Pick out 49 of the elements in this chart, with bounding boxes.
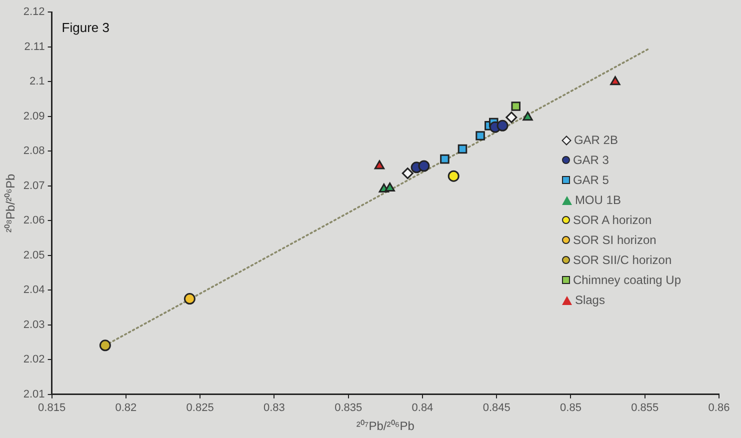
y-tick-label: 2.02 — [23, 354, 45, 366]
y-tick-label: 2.11 — [24, 40, 45, 53]
point — [418, 160, 430, 172]
point — [440, 154, 450, 164]
y-tick-label: 2.09 — [23, 110, 45, 122]
point — [511, 102, 521, 111]
legend-label: SOR SI horizon — [572, 232, 656, 249]
x-tick-label: 0.83 — [263, 402, 285, 414]
legend-label: SOR A horizon — [572, 212, 652, 229]
point — [402, 168, 414, 180]
legend-label: Chimney coating Up — [572, 272, 681, 289]
point — [476, 131, 485, 140]
x-axis-title: ²⁰⁷Pb/²⁰⁶Pb — [356, 419, 415, 434]
point — [506, 112, 518, 124]
y-tick-label: 2.12 — [23, 6, 45, 18]
x-tick-label: 0.84 — [412, 402, 434, 414]
y-tick-label: 2.06 — [23, 214, 45, 227]
legend-label: Slags — [574, 292, 605, 309]
x-tick-label: 0.86 — [708, 402, 730, 414]
point — [448, 170, 460, 182]
x-tick-label: 0.85 — [560, 402, 582, 414]
y-tick-label: 2.03 — [23, 318, 45, 331]
x-tick-label: 0.835 — [334, 402, 362, 414]
point — [610, 76, 620, 86]
point — [374, 160, 385, 170]
point — [184, 293, 196, 305]
annotation: Figure 3 — [62, 20, 110, 36]
legend-label: MOU 1B — [574, 192, 621, 209]
y-axis-title: ²⁰⁸Pb/²⁰⁶Pb — [4, 174, 18, 233]
legend-label: SOR SII/C horizon — [572, 252, 672, 269]
y-tick-label: 2.01 — [23, 388, 45, 400]
legend-label: GAR 3 — [572, 152, 609, 169]
point — [384, 182, 395, 192]
legend-label: GAR 2B — [574, 132, 618, 149]
x-tick-label: 0.825 — [186, 402, 214, 414]
x-tick-label: 0.815 — [38, 402, 66, 414]
y-tick-label: 2.04 — [23, 284, 45, 296]
point — [522, 112, 533, 121]
x-tick-label: 0.855 — [631, 402, 659, 414]
legend-label: GAR 5 — [572, 172, 609, 189]
x-tick-label: 0.845 — [482, 402, 510, 414]
y-tick-label: 2.07 — [23, 180, 45, 192]
point — [496, 120, 508, 132]
y-tick-label: 2.05 — [23, 249, 45, 262]
point — [99, 340, 111, 352]
y-tick-label: 2.1 — [30, 76, 45, 88]
y-tick-label: 2.08 — [23, 145, 45, 158]
x-tick-label: 0.82 — [115, 402, 137, 414]
point — [458, 144, 468, 154]
